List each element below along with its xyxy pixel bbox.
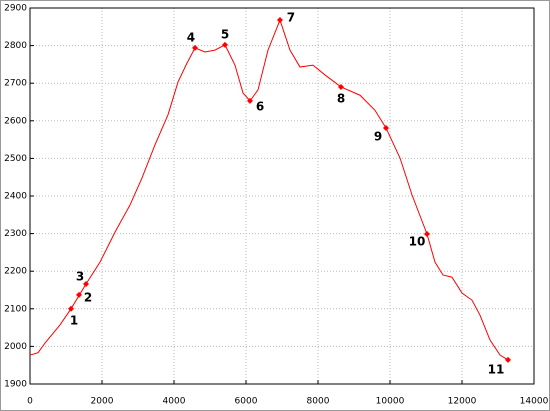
- y-tick-label: 2100: [4, 304, 27, 314]
- marker: [83, 280, 90, 287]
- y-tick-label: 2000: [4, 342, 27, 352]
- point-label: 8: [337, 91, 345, 105]
- marker: [338, 83, 345, 90]
- y-tick-label: 2400: [4, 192, 27, 202]
- y-tick-label: 2900: [4, 4, 27, 14]
- x-tick-label: 10000: [376, 397, 405, 407]
- x-tick-label: 0: [27, 397, 33, 407]
- x-tick-label: 4000: [163, 397, 186, 407]
- y-tick-label: 2600: [4, 116, 27, 126]
- marker: [276, 17, 283, 24]
- y-tick-label: 1900: [4, 380, 27, 390]
- point-label: 10: [409, 234, 426, 248]
- x-tick-label: 6000: [235, 397, 258, 407]
- point-label: 3: [76, 269, 84, 283]
- marker: [222, 41, 229, 48]
- y-tick-label: 2200: [4, 267, 27, 277]
- x-tick-label: 2000: [91, 397, 114, 407]
- x-tick-label: 8000: [307, 397, 330, 407]
- marker: [424, 230, 431, 237]
- point-label: 9: [374, 129, 382, 143]
- y-tick-label: 2800: [4, 41, 27, 51]
- marker: [68, 305, 75, 312]
- point-label: 6: [256, 99, 264, 113]
- marker: [505, 356, 512, 363]
- line: [29, 18, 509, 361]
- x-tick-label: 14000: [520, 397, 549, 407]
- marker: [246, 97, 253, 104]
- y-tick-label: 2700: [4, 79, 27, 89]
- y-tick-label: 2300: [4, 229, 27, 239]
- point-label: 5: [221, 27, 229, 41]
- marker: [191, 44, 198, 51]
- y-tick-label: 2500: [4, 154, 27, 164]
- x-tick-label: 12000: [448, 397, 477, 407]
- point-label: 7: [287, 11, 295, 25]
- point-label: 1: [70, 313, 78, 327]
- point-label: 2: [84, 290, 92, 304]
- marker: [383, 124, 390, 131]
- point-label: 4: [187, 30, 195, 44]
- point-label: 11: [488, 362, 505, 376]
- plot-border: [29, 7, 535, 385]
- marker: [75, 291, 82, 298]
